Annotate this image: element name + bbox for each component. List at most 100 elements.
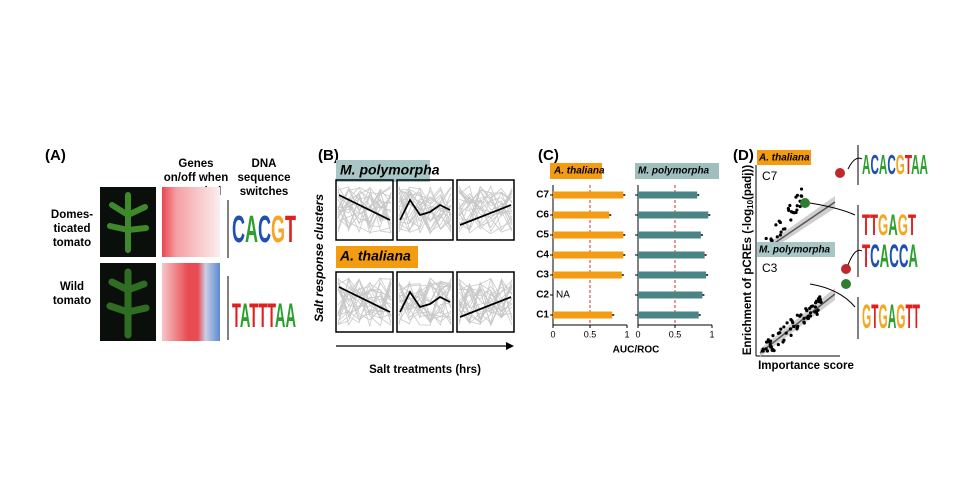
confidence-band <box>760 196 835 257</box>
col-header: sequence <box>237 172 290 184</box>
highlight-point <box>841 264 851 274</box>
mean-line <box>459 296 512 318</box>
bar <box>553 311 613 319</box>
trace-line <box>337 188 392 220</box>
y-tick-label: C7 <box>536 190 549 201</box>
trace-line <box>458 285 513 321</box>
point <box>817 299 821 304</box>
mean-line <box>459 204 512 226</box>
x-tick-label: 0 <box>550 329 555 339</box>
trace-line <box>398 189 452 233</box>
point <box>788 203 792 208</box>
row-label: tomato <box>53 237 91 249</box>
panel-label: (D) <box>733 147 754 164</box>
col-header: Genes <box>178 158 213 170</box>
highlight-point <box>800 198 810 208</box>
point <box>791 210 795 214</box>
species-label: M. polymorpha <box>759 245 831 256</box>
species-label: A. thaliana <box>758 153 810 164</box>
point <box>788 327 793 331</box>
bar <box>553 191 624 199</box>
y-tick-label: C5 <box>536 230 549 241</box>
pointer-arrow <box>847 157 863 170</box>
species-box <box>757 150 811 165</box>
cluster-box <box>456 271 515 333</box>
trace-line <box>398 203 452 233</box>
confidence-band <box>760 288 835 357</box>
y-label: Enrichment of pCREs (-log10(padj)) <box>742 165 755 356</box>
trace-line <box>458 192 513 212</box>
bar <box>553 251 624 259</box>
trace-line <box>398 186 452 223</box>
mean-line <box>399 290 451 313</box>
trace-line <box>458 279 513 323</box>
trace-line <box>458 281 513 325</box>
trace-line <box>458 185 513 235</box>
bar <box>553 211 610 219</box>
cluster-box <box>456 179 515 241</box>
title-box <box>550 163 602 179</box>
point <box>779 327 783 331</box>
panel-label: (C) <box>538 147 559 164</box>
point <box>794 195 798 199</box>
x-tick-label: 0 <box>635 329 640 339</box>
trace-line <box>398 206 452 229</box>
trace-line <box>398 280 452 326</box>
y-tick-label: C3 <box>536 270 549 281</box>
col-header: DNA <box>252 158 277 170</box>
species-box <box>336 246 418 268</box>
bar <box>638 291 703 299</box>
trace-line <box>337 189 392 232</box>
trace-line <box>458 201 513 233</box>
mean-line <box>338 194 391 221</box>
point <box>782 325 786 329</box>
point <box>782 338 786 342</box>
trace-line <box>458 282 513 323</box>
highlight-point <box>835 168 845 178</box>
point <box>818 297 822 301</box>
trace-line <box>398 188 452 234</box>
trace-line <box>398 186 452 233</box>
row-label: tomato <box>53 295 91 307</box>
pointer-arrow <box>809 283 856 308</box>
heatmap <box>162 263 220 341</box>
trace-line <box>458 288 513 316</box>
sequence-logo: TATTTAA <box>232 297 296 335</box>
point <box>795 326 799 330</box>
trace-line <box>458 189 513 204</box>
point <box>806 316 810 321</box>
trace-line <box>337 278 392 321</box>
y-tick-label: C2 <box>536 290 549 301</box>
point <box>795 313 799 317</box>
point <box>770 238 774 243</box>
point <box>789 317 793 322</box>
point <box>795 208 799 212</box>
trace-line <box>398 284 452 302</box>
trace-line <box>458 191 513 225</box>
trace-line <box>337 283 392 308</box>
x-tick-label: 1 <box>624 329 629 339</box>
trace-line <box>398 278 452 326</box>
bar <box>638 251 705 259</box>
point <box>778 233 782 237</box>
trace-line <box>458 197 513 225</box>
trace-line <box>337 186 392 223</box>
heatmap <box>162 187 220 257</box>
col-header: on/off when <box>164 172 229 184</box>
species-label: M. polymorpha <box>340 162 440 178</box>
trace-line <box>458 190 513 229</box>
trace-line <box>398 282 452 325</box>
x-tick-label: 1 <box>709 329 714 339</box>
sequence-logo: TTGAGT <box>862 209 916 242</box>
trace-line <box>337 278 392 327</box>
leaf <box>107 192 149 253</box>
point <box>816 308 820 312</box>
bar <box>553 271 622 279</box>
point <box>779 230 783 234</box>
species-box <box>757 242 835 257</box>
trace-line <box>337 187 392 220</box>
point <box>776 331 780 335</box>
trace-line <box>398 196 452 222</box>
point <box>795 204 799 208</box>
